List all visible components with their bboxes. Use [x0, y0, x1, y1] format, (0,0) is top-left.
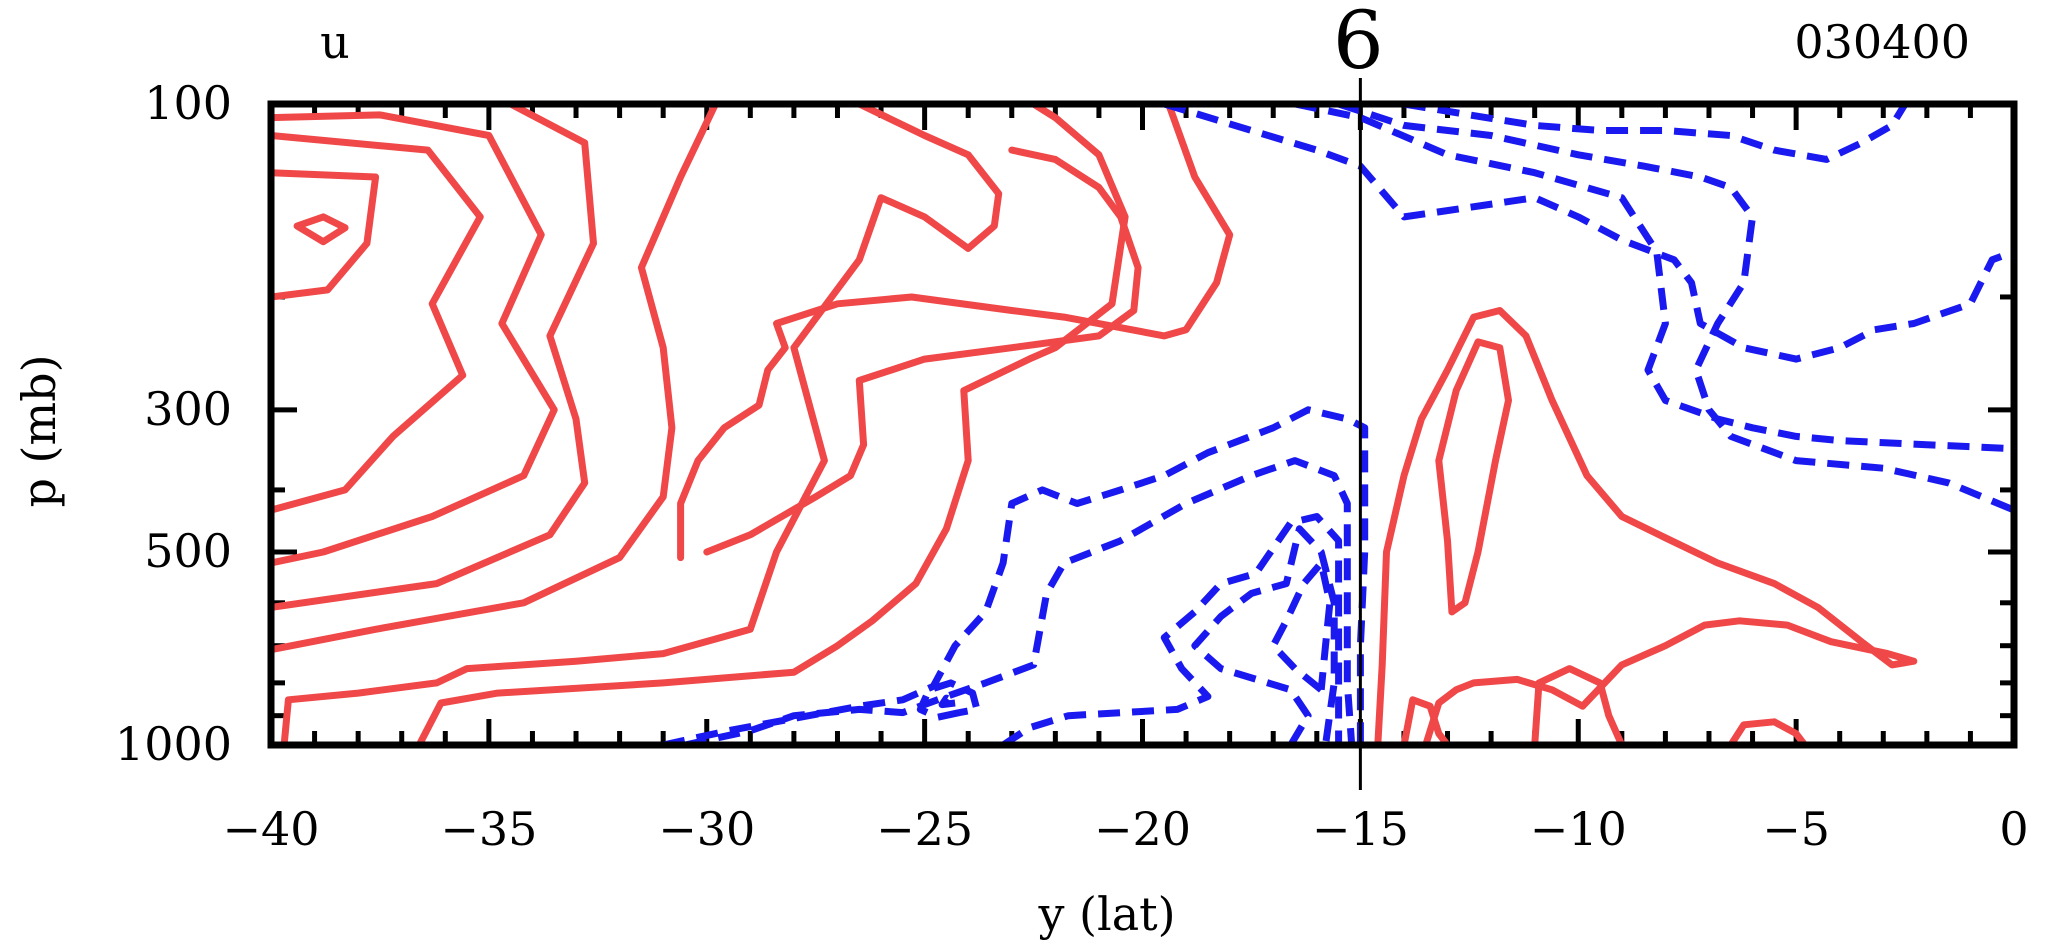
contour-westerly-large-2: [280, 104, 1003, 745]
contour-lines: [271, 104, 2014, 745]
y-axis-label: p (mb): [12, 354, 66, 507]
x-tick-label: −5: [1762, 802, 1830, 856]
contour-westerly-large-3: [415, 104, 1129, 745]
marker-label: 6: [1333, 0, 1384, 87]
contour-southern-hemisphere-jet-outer: [1374, 307, 1918, 745]
contour-lower-easterly-2: [684, 457, 1356, 745]
contour-westerly-core-inner: [293, 213, 349, 246]
plot-frame: [267, 100, 2018, 749]
contour-lower-easterly-3: [1001, 513, 1343, 745]
contour-upper-easterly-1: [1163, 104, 2014, 363]
y-tick-labels: 100 300 500 1000: [115, 76, 232, 771]
contour-westerly-large-1: [271, 104, 719, 654]
contour-lower-easterly-5: [1269, 559, 1334, 693]
contour-westerly-core-3: [271, 132, 484, 514]
contour-westerly-core-5: [271, 104, 597, 611]
contour-surface-westerly-lobe-2: [1727, 718, 1809, 745]
x-axis-label: y (lat): [1037, 887, 1175, 941]
y-tick-label: 1000: [115, 717, 232, 771]
contour-westerly-core-2: [271, 169, 380, 301]
x-tick-label: −30: [658, 802, 755, 856]
x-tick-label: −40: [222, 802, 319, 856]
x-tick-label: 0: [1999, 802, 2028, 856]
contour-upper-easterly-4: [1403, 104, 1909, 163]
contour-upper-easterly-2: [1294, 104, 2014, 453]
contour-upper-easterly-3: [1337, 104, 2014, 514]
contour-westerly-large-5: [703, 146, 1142, 556]
x-tick-label: −35: [440, 802, 537, 856]
x-tick-label: −25: [876, 802, 973, 856]
contour-surface-westerly-lobe-3: [1400, 696, 1451, 745]
contour-lower-easterly-4: [1191, 525, 1338, 745]
x-tick-labels: −40 −35 −30 −25 −20 −15 −10 −5 0: [222, 802, 2028, 856]
contour-easterly-eddy-core: [938, 694, 957, 709]
x-tick-label: −15: [1312, 802, 1409, 856]
contour-easterly-eddy-ring: [916, 679, 981, 721]
y-tick-label: 300: [144, 382, 232, 436]
variable-label: u: [320, 15, 350, 69]
x-tick-label: −20: [1094, 802, 1191, 856]
run-id-label: 030400: [1794, 15, 1970, 69]
contour-southern-hemisphere-jet-inner: [1435, 338, 1512, 616]
y-tick-label: 100: [144, 76, 232, 130]
contour-westerly-large-4: [677, 104, 1234, 562]
contour-westerly-core-4: [271, 111, 558, 567]
x-tick-label: −10: [1530, 802, 1627, 856]
y-tick-label: 500: [144, 524, 232, 578]
contour-surface-westerly-lobe-1: [1531, 665, 1626, 745]
